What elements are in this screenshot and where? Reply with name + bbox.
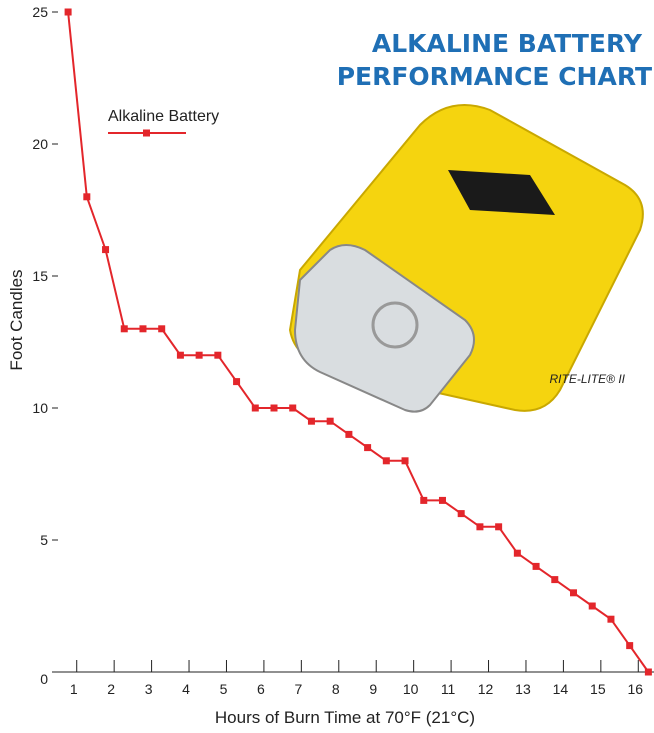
y-tick-label: 0 — [40, 671, 48, 687]
point — [514, 550, 521, 557]
x-tick-label: 4 — [182, 681, 190, 697]
flashlight-image — [290, 105, 643, 412]
x-tick-label: 6 — [257, 681, 265, 697]
point — [383, 457, 390, 464]
x-tick-label: 16 — [627, 681, 643, 697]
point — [420, 497, 427, 504]
x-tick-label: 11 — [441, 681, 456, 697]
x-tick-label: 13 — [515, 681, 531, 697]
y-tick-label: 25 — [32, 4, 48, 20]
point — [327, 418, 334, 425]
y-tick-label: 5 — [40, 532, 48, 548]
point — [121, 325, 128, 332]
point — [589, 603, 596, 610]
x-tick-label: 2 — [107, 681, 115, 697]
x-tick-label: 12 — [478, 681, 494, 697]
point — [626, 642, 633, 649]
point — [533, 563, 540, 570]
chart-title: ALKALINE BATTERY — [372, 29, 643, 58]
point — [495, 523, 502, 530]
x-tick-label: 7 — [294, 681, 302, 697]
point — [139, 325, 146, 332]
y-axis-label: Foot Candles — [7, 269, 26, 370]
point — [271, 405, 278, 412]
point — [345, 431, 352, 438]
x-axis-label: Hours of Burn Time at 70°F (21°C) — [215, 708, 475, 727]
point — [364, 444, 371, 451]
point — [439, 497, 446, 504]
x-tick-label: 14 — [553, 681, 569, 697]
point — [458, 510, 465, 517]
point — [551, 576, 558, 583]
x-tick-label: 10 — [403, 681, 419, 697]
point — [570, 589, 577, 596]
point — [252, 405, 259, 412]
point — [196, 352, 203, 359]
x-tick-label: 15 — [590, 681, 606, 697]
x-tick-label: 8 — [332, 681, 340, 697]
point — [308, 418, 315, 425]
y-tick-label: 20 — [32, 136, 48, 152]
point — [607, 616, 614, 623]
legend-marker — [143, 130, 150, 137]
chart-title: PERFORMANCE CHART — [337, 62, 652, 91]
chart: ALKALINE BATTERY PERFORMANCE CHART RITE-… — [0, 0, 654, 728]
legend-label: Alkaline Battery — [108, 108, 219, 125]
x-tick-label: 1 — [70, 681, 78, 697]
point — [177, 352, 184, 359]
point — [214, 352, 221, 359]
x-tick-label: 3 — [145, 681, 153, 697]
point — [402, 457, 409, 464]
x-tick-label: 9 — [369, 681, 377, 697]
point — [476, 523, 483, 530]
point — [83, 193, 90, 200]
point — [233, 378, 240, 385]
image-caption: RITE-LITE® II — [549, 372, 625, 386]
point — [645, 669, 652, 676]
point — [289, 405, 296, 412]
point — [102, 246, 109, 253]
point — [65, 9, 72, 16]
point — [158, 325, 165, 332]
x-tick-label: 5 — [220, 681, 228, 697]
y-tick-label: 10 — [32, 400, 48, 416]
y-tick-label: 15 — [32, 268, 48, 284]
